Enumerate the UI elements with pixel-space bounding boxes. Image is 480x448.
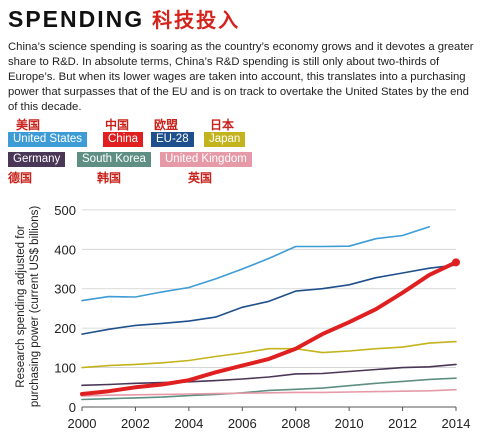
chart-title: SPENDING [8, 6, 145, 32]
legend-chinese-label: 中国 [105, 118, 130, 132]
legend-item-uk: United Kingdom 英国 [160, 152, 252, 185]
y-axis-label-line: purchasing power (current US$ billions) [29, 206, 41, 408]
legend-chinese-label: 欧盟 [154, 118, 179, 132]
series-line-eu [81, 264, 457, 335]
x-tick-label: 2014 [442, 416, 471, 431]
legend-label: Germany [8, 152, 66, 167]
x-tick-label: 2004 [174, 416, 203, 431]
series-line-cn [80, 260, 458, 396]
legend-item-cn: 中国 China [103, 118, 144, 147]
y-axis-label-line: Research spending adjusted for [15, 225, 27, 388]
line-chart: 0 100 200 300 400 500 2000 2002 2004 2006 2008 2010… [15, 203, 471, 431]
legend: 美国 United States 中国 China 欧盟 EU-28 日本 Japan Germ… [8, 118, 478, 188]
y-axis-label: Research spending adjusted for purchasing… [15, 206, 41, 408]
title-row: SPENDING 科技投入 [8, 4, 240, 34]
series-line-us [81, 225, 431, 302]
y-tick-label: 200 [54, 321, 76, 336]
x-tick-label: 2008 [281, 416, 310, 431]
legend-label: Japan [204, 132, 246, 147]
legend-label: United Kingdom [160, 152, 252, 167]
legend-chinese-label: 英国 [188, 171, 213, 185]
x-tick-label: 2012 [388, 416, 417, 431]
y-tick-label: 500 [54, 203, 76, 218]
y-tick-label: 400 [54, 242, 76, 257]
x-tick-label: 2000 [68, 416, 97, 431]
series-line-de [81, 363, 457, 387]
x-tick-label: 2006 [228, 416, 257, 431]
chart-area: 0 100 200 300 400 500 2000 2002 2004 2006 2008 2010… [0, 188, 480, 443]
legend-item-de: Germany 德国 [8, 152, 66, 185]
legend-chinese-label: 韩国 [97, 171, 122, 185]
y-tick-label: 300 [54, 282, 76, 297]
legend-chinese-label: 德国 [8, 171, 33, 185]
legend-label: South Korea [77, 152, 151, 167]
chart-title-chinese: 科技投入 [152, 10, 241, 32]
legend-item-us: 美国 United States [8, 118, 88, 147]
y-tick-label: 100 [54, 361, 76, 376]
legend-label: United States [8, 132, 88, 147]
legend-label: China [103, 132, 144, 147]
legend-label: EU-28 [151, 132, 194, 147]
chart-description: China’s science spending is soaring as t… [8, 41, 474, 113]
legend-item-eu: 欧盟 EU-28 [151, 118, 194, 147]
legend-item-jp: 日本 Japan [204, 118, 246, 147]
series-line-kr [81, 377, 457, 401]
x-tick-label: 2002 [121, 416, 150, 431]
legend-chinese-label: 日本 [210, 118, 235, 132]
legend-chinese-label: 美国 [16, 118, 41, 132]
series-line-jp [81, 340, 457, 369]
y-tick-label: 0 [69, 400, 76, 415]
china-end-point [452, 258, 460, 267]
legend-item-kr: South Korea 韩国 [77, 152, 151, 185]
x-tick-label: 2010 [335, 416, 364, 431]
series-line-uk [81, 388, 457, 397]
